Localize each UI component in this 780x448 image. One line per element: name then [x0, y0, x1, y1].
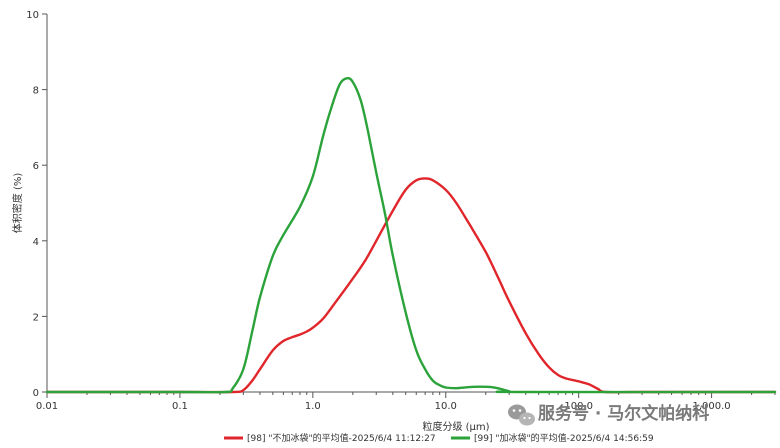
x-axis-title: 粒度分级 (μm)	[422, 420, 489, 433]
y-tick-label: 4	[33, 237, 39, 248]
tick-labels: 0.01 0.1 1.0 10.0 100.0 1,000.0 0 2 4 6 8 10	[26, 10, 730, 412]
legend: [98] "不加冰袋"的平均值-2025/6/4 11:12:27 [99] "加…	[224, 432, 654, 444]
series-line-1	[45, 177, 777, 394]
tick-marks	[42, 13, 776, 398]
x-tick-label: 100.0	[564, 401, 593, 412]
y-tick-label: 8	[33, 86, 39, 97]
x-tick-label: 1.0	[305, 401, 321, 412]
y-tick-label: 10	[26, 10, 39, 21]
series-line-2	[45, 76, 777, 394]
y-tick-label: 2	[33, 312, 39, 323]
x-tick-label: 0.1	[172, 401, 188, 412]
y-tick-label: 0	[33, 388, 39, 399]
legend-label-2: [99] "加冰袋"的平均值-2025/6/4 14:56:59	[474, 432, 654, 444]
wechat-icon	[508, 404, 535, 426]
x-tick-label: 0.01	[36, 401, 58, 412]
series-lines	[45, 76, 777, 394]
x-tick-label: 10.0	[435, 401, 457, 412]
y-tick-label: 6	[33, 161, 39, 172]
x-tick-label: 1,000.0	[692, 401, 730, 412]
y-axis-title: 体积密度 (%)	[11, 173, 24, 234]
legend-label-1: [98] "不加冰袋"的平均值-2025/6/4 11:12:27	[247, 432, 436, 444]
watermark: 服务号 · 马尔文帕纳科	[508, 403, 709, 426]
watermark-text: 服务号 · 马尔文帕纳科	[538, 403, 709, 424]
